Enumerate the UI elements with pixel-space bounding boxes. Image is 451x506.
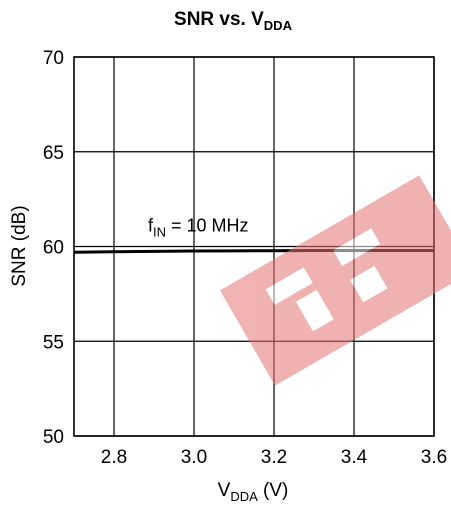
series-annotation-sub: IN (153, 225, 166, 240)
y-tick-label: 70 (43, 48, 64, 69)
x-tick-label: 3.6 (421, 447, 447, 468)
watermark-logo (219, 175, 451, 386)
chart-title-main: SNR vs. V (174, 9, 264, 30)
x-axis-label: VDDA (V) (218, 480, 289, 504)
y-tick-label: 65 (43, 143, 64, 164)
x-axis-label-rest: (V) (258, 480, 289, 501)
x-tick-label: 3.2 (261, 447, 287, 468)
x-tick-label: 3.4 (341, 447, 368, 468)
chart-title-sub: DDA (264, 18, 293, 33)
chart-title: SNR vs. VDDA (174, 9, 293, 33)
y-tick-label: 55 (43, 332, 64, 353)
x-axis-label-sub: DDA (230, 489, 258, 504)
tick-labels: 2.8 3.0 3.2 3.4 3.6 50 55 60 65 70 (43, 48, 447, 468)
x-tick-label: 3.0 (181, 447, 207, 468)
series-annotation: fIN = 10 MHz (148, 216, 249, 240)
x-axis-label-main: V (218, 480, 231, 501)
y-tick-label: 60 (43, 238, 64, 259)
x-tick-label: 2.8 (101, 447, 127, 468)
y-axis-label: SNR (dB) (9, 205, 30, 286)
y-tick-label: 50 (43, 427, 64, 448)
series-annotation-rest: = 10 MHz (166, 216, 249, 236)
series-annotation-main: f (148, 216, 154, 236)
